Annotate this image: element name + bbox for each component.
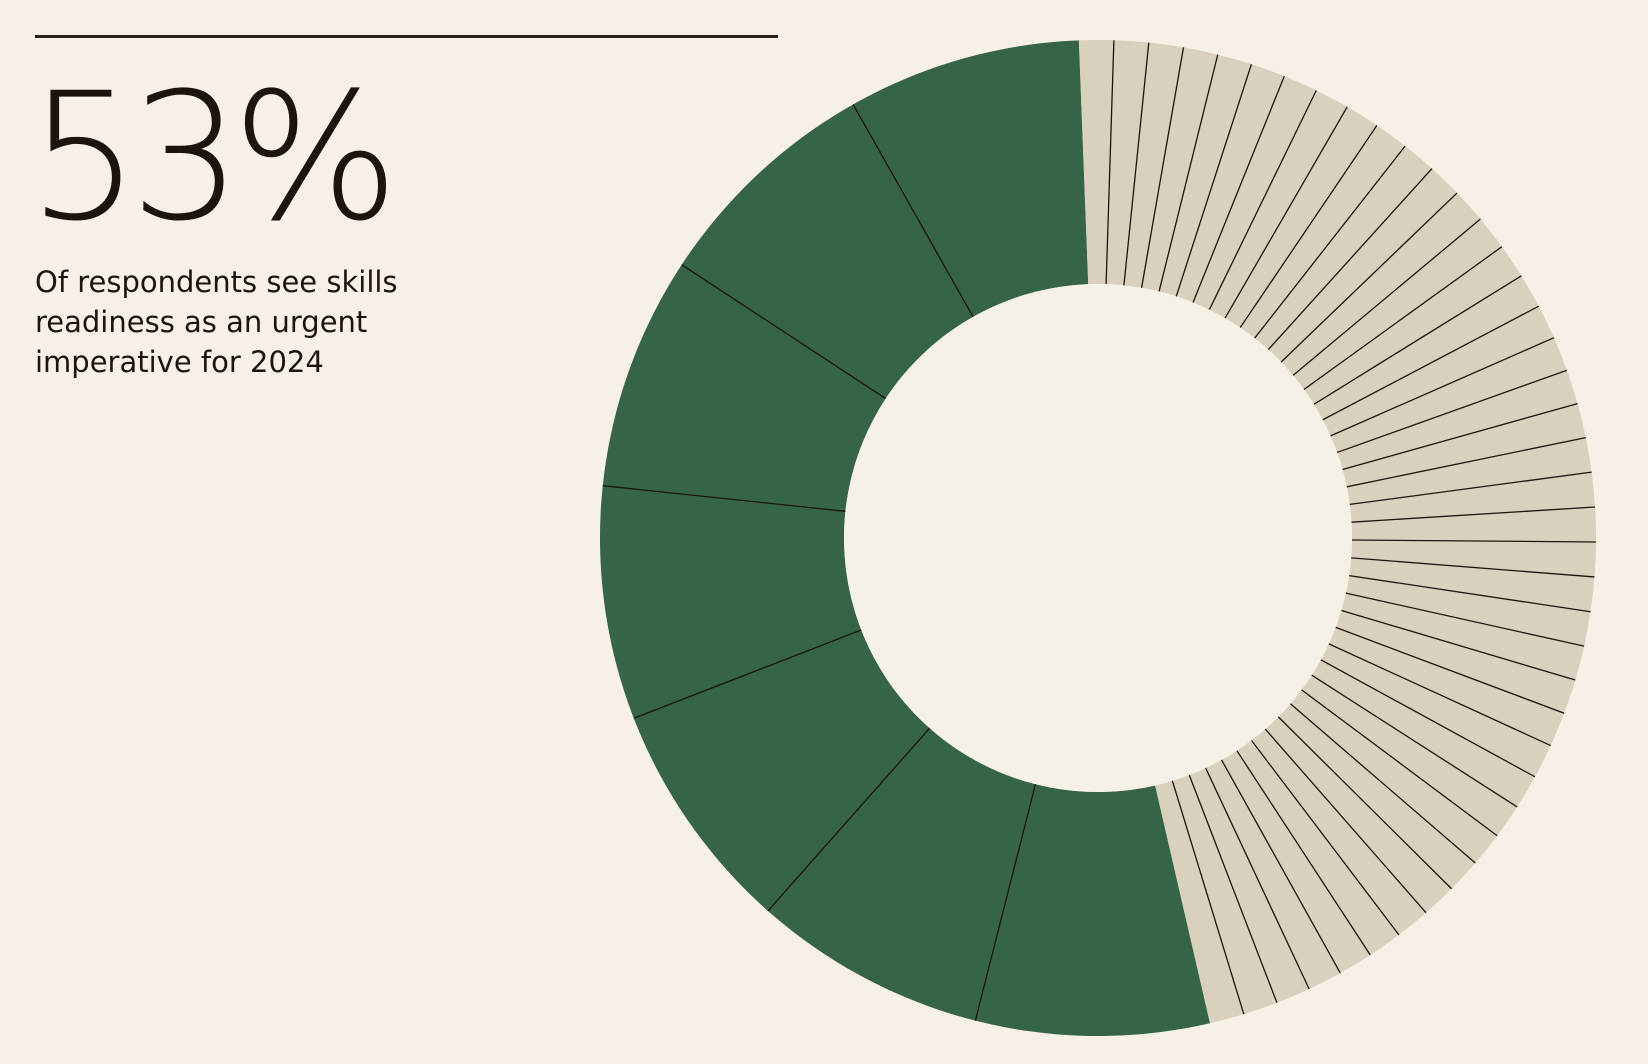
highlight-divider-line — [633, 629, 862, 719]
highlight-divider-line — [602, 485, 846, 512]
caption-line-1: Of respondents see skills — [35, 265, 398, 299]
remainder-divider-line — [1267, 168, 1433, 351]
donut-segment-highlight — [599, 40, 1211, 1037]
remainder-divider-line — [1328, 643, 1551, 747]
highlight-divider-line — [974, 784, 1037, 1021]
remainder-divider-line — [1351, 506, 1596, 523]
caption-line-2: readiness as an urgent — [35, 305, 368, 339]
remainder-divider-line — [1264, 728, 1427, 914]
remainder-divider-line — [1290, 703, 1476, 864]
remainder-divider-line — [1158, 54, 1219, 292]
remainder-divider-line — [1342, 402, 1578, 471]
remainder-divider-line — [1224, 106, 1348, 319]
highlight-divider-line — [852, 104, 974, 318]
remainder-divider-line — [1341, 609, 1576, 681]
remainder-divider-line — [1301, 689, 1498, 837]
remainder-divider-line — [1336, 369, 1568, 454]
remainder-divider-line — [1175, 64, 1253, 297]
remainder-divider-line — [1349, 471, 1592, 506]
remainder-divider-line — [1351, 539, 1596, 543]
caption-line-3: imperative for 2024 — [35, 345, 324, 379]
remainder-divider-line — [1208, 90, 1317, 310]
remainder-divider-line — [1349, 574, 1591, 613]
highlight-divider-line — [681, 264, 887, 400]
remainder-divider-line — [1277, 716, 1452, 890]
remainder-divider-line — [1105, 40, 1115, 285]
remainder-divider-line — [1192, 75, 1285, 303]
donut-center-hole — [844, 284, 1352, 792]
stat-caption: Of respondents see skills readiness as a… — [35, 262, 465, 382]
remainder-divider-line — [1303, 246, 1503, 390]
remainder-divider-line — [1322, 305, 1540, 421]
remainder-divider-line — [1250, 740, 1400, 936]
remainder-divider-line — [1140, 47, 1185, 288]
remainder-divider-line — [1311, 674, 1518, 808]
remainder-divider-line — [1335, 626, 1565, 714]
remainder-divider-line — [1239, 125, 1378, 328]
highlight-divider-line — [767, 727, 931, 912]
donut-segment-remainder — [1078, 40, 1596, 1024]
remainder-divider-line — [1330, 337, 1555, 437]
remainder-divider-line — [1351, 557, 1595, 578]
remainder-divider-line — [1292, 218, 1481, 376]
remainder-divider-line — [1345, 592, 1585, 647]
headline-percentage: 53% — [28, 55, 399, 260]
remainder-divider-line — [1254, 145, 1406, 339]
top-divider-line — [35, 35, 778, 38]
remainder-divider-line — [1346, 436, 1586, 488]
remainder-divider-line — [1320, 659, 1536, 778]
remainder-divider-line — [1236, 750, 1371, 956]
remainder-divider-line — [1188, 774, 1278, 1003]
remainder-divider-line — [1123, 42, 1150, 286]
remainder-divider-line — [1171, 780, 1245, 1015]
remainder-divider-line — [1205, 767, 1310, 990]
remainder-divider-line — [1221, 759, 1341, 974]
remainder-divider-line — [1280, 192, 1458, 363]
remainder-divider-line — [1313, 275, 1522, 405]
